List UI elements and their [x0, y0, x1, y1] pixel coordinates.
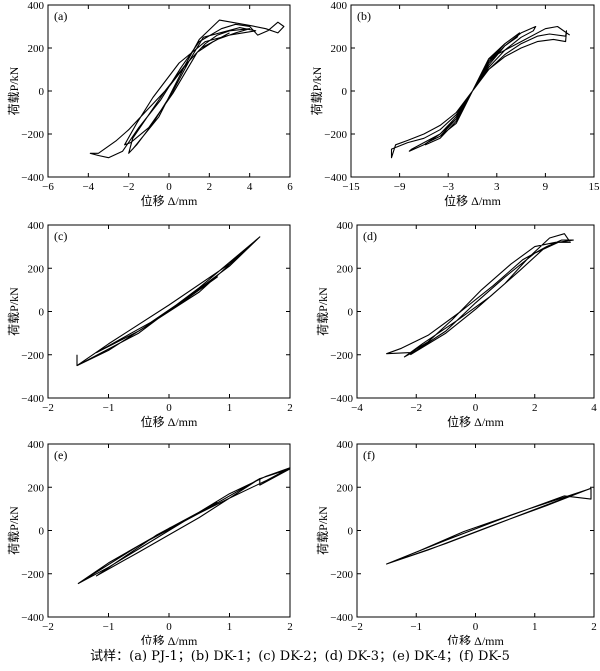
panel-f-ytick-label: 0 — [348, 526, 354, 538]
panel-a-ytick-label: 400 — [28, 0, 45, 12]
panel-e-xlabel: 位移 Δ/mm — [141, 633, 198, 645]
panel-f-xlabel: 位移 Δ/mm — [447, 633, 504, 645]
panel-f-hysteresis-curve — [386, 487, 592, 565]
panel-f-ytick-label: −200 — [330, 569, 353, 581]
panel-b-xtick-label: 3 — [494, 181, 500, 193]
panel-e-xtick-label: −1 — [103, 621, 115, 633]
panel-d-ytick-label: 400 — [337, 220, 354, 232]
panel-c-hysteresis-curve — [76, 236, 261, 367]
panel-f-ytick-label: 200 — [337, 482, 354, 494]
panel-f-ytick-label: 400 — [337, 439, 354, 451]
panel-d-ytick-label: −400 — [330, 393, 353, 405]
panel-b-xtick-label: −15 — [342, 181, 360, 193]
panel-d-ytick-label: −200 — [330, 350, 353, 362]
panel-a-xlabel: 位移 Δ/mm — [141, 193, 198, 208]
panel-e-ytick-label: 400 — [28, 439, 45, 451]
panel-e-ylabel: 荷载P/kN — [7, 506, 21, 555]
panel-b-label: (b) — [357, 9, 371, 23]
panel-c-ytick-label: −400 — [21, 393, 44, 405]
panel-d-ytick-label: 0 — [348, 307, 354, 319]
panel-f-xtick-label: 0 — [473, 621, 479, 633]
panel-a-ytick-label: −400 — [21, 172, 44, 184]
panel-f-xtick-label: −2 — [351, 621, 363, 633]
panel-e-xtick-label: −2 — [42, 621, 54, 633]
panel-b-xtick-label: 9 — [543, 181, 549, 193]
panel-b-xlabel: 位移 Δ/mm — [444, 193, 501, 208]
panel-c-xtick-label: 0 — [166, 402, 172, 414]
panel-e-ytick-label: −200 — [21, 569, 44, 581]
panel-a-ylabel: 荷载P/kN — [7, 66, 21, 115]
panel-e-label: (e) — [54, 448, 67, 462]
panel-f-xtick-label: 2 — [591, 621, 597, 633]
panel-e-xtick-label: 0 — [166, 621, 172, 633]
panel-b-ytick-label: −200 — [324, 129, 347, 141]
panel-c-xtick-label: 1 — [227, 402, 233, 414]
panel-b-xtick-label: −9 — [394, 181, 406, 193]
panel-d-xtick-label: −2 — [410, 402, 422, 414]
panel-b-ytick-label: −400 — [324, 172, 347, 184]
panel-e-ytick-label: −400 — [21, 612, 44, 624]
panel-d-hysteresis-curve — [386, 233, 574, 358]
panel-e-xtick-label: 1 — [227, 621, 233, 633]
panel-c-ylabel: 荷载P/kN — [7, 287, 21, 336]
panel-d-xtick-label: 2 — [532, 402, 538, 414]
panel-a-ytick-label: 0 — [39, 86, 45, 98]
panel-d-xlabel: 位移 Δ/mm — [447, 414, 504, 429]
panel-a-label: (a) — [54, 9, 67, 23]
panel-b-hysteresis-curve — [390, 25, 571, 159]
panel-c-ytick-label: 400 — [28, 220, 45, 232]
panel-f-xtick-label: 1 — [532, 621, 538, 633]
panel-f-ylabel: 荷载P/kN — [316, 506, 330, 555]
panel-e-ytick-label: 0 — [39, 526, 45, 538]
panel-a-hysteresis-curve — [89, 19, 285, 159]
panel-d-xtick-label: 0 — [473, 402, 479, 414]
panel-d-ylabel: 荷载P/kN — [316, 287, 330, 336]
panel-f-ytick-label: −400 — [330, 612, 353, 624]
panel-a-xtick-label: 2 — [207, 181, 213, 193]
panel-c-ytick-label: 0 — [39, 307, 45, 319]
panel-e-ytick-label: 200 — [28, 482, 45, 494]
panel-d-xtick-label: 4 — [591, 402, 597, 414]
panel-b-xtick-label: −3 — [442, 181, 454, 193]
panel-a-xtick-label: −4 — [82, 181, 94, 193]
panel-d-label: (d) — [363, 229, 377, 243]
panel-b-xtick-label: 15 — [589, 181, 600, 193]
panel-f-xtick-label: −1 — [410, 621, 422, 633]
panel-a-ytick-label: 200 — [28, 43, 45, 55]
panel-b-ylabel: 荷载P/kN — [310, 66, 324, 115]
panel-c-xlabel: 位移 Δ/mm — [141, 414, 198, 429]
figure-caption: 试样：(a) PJ-1；(b) DK-1；(c) DK-2；(d) DK-3；(… — [90, 649, 510, 664]
panel-c-ytick-label: 200 — [28, 263, 45, 275]
panel-d-frame — [356, 224, 595, 399]
panel-a-xtick-label: −6 — [42, 181, 54, 193]
panel-c-xtick-label: 2 — [287, 402, 293, 414]
panel-e-xtick-label: 2 — [287, 621, 293, 633]
panel-b-ytick-label: 400 — [331, 0, 348, 12]
panel-f-frame — [356, 443, 595, 618]
panel-c-xtick-label: −1 — [103, 402, 115, 414]
panel-b-ytick-label: 0 — [342, 86, 348, 98]
panel-d-ytick-label: 200 — [337, 263, 354, 275]
panel-d-xtick-label: −4 — [351, 402, 363, 414]
panel-e-hysteresis-curve — [77, 467, 291, 585]
panel-a-xtick-label: 6 — [287, 181, 293, 193]
panel-c-ytick-label: −200 — [21, 350, 44, 362]
panel-a-xtick-label: 4 — [247, 181, 253, 193]
panel-f-label: (f) — [363, 448, 375, 462]
panel-a-xtick-label: 0 — [166, 181, 172, 193]
panel-b-ytick-label: 200 — [331, 43, 348, 55]
panel-c-xtick-label: −2 — [42, 402, 54, 414]
panel-c-label: (c) — [54, 229, 67, 243]
panel-a-xtick-label: −2 — [123, 181, 135, 193]
panel-a-ytick-label: −200 — [21, 129, 44, 141]
